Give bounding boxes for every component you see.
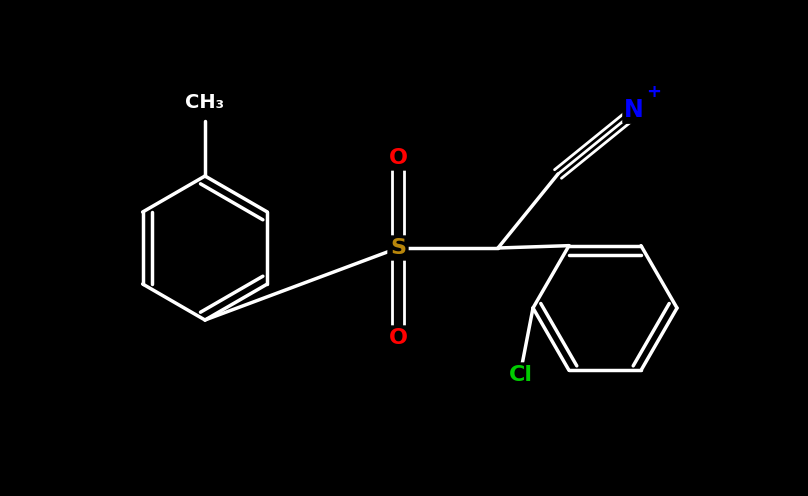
Text: Cl: Cl <box>509 365 533 385</box>
Text: N: N <box>624 98 644 122</box>
Text: O: O <box>389 148 407 168</box>
Text: O: O <box>389 328 407 348</box>
Text: CH₃: CH₃ <box>186 94 225 113</box>
Text: +: + <box>646 83 662 101</box>
Text: S: S <box>390 238 406 258</box>
